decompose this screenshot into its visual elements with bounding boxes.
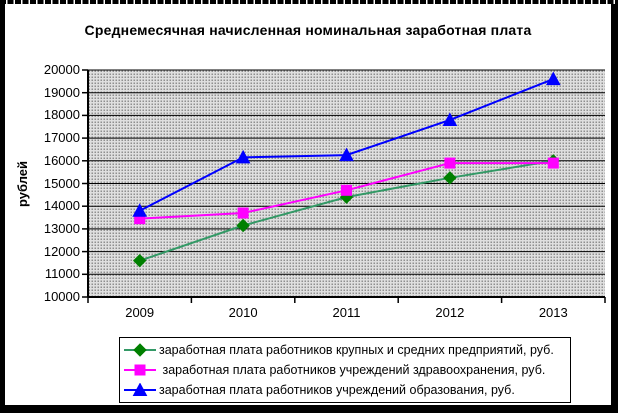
selection-dashes: [0, 0, 618, 4]
y-tick-label: 10000: [43, 289, 80, 304]
legend-label: заработная плата работников крупных и ср…: [159, 343, 554, 357]
y-tick-label: 20000: [43, 62, 80, 77]
legend-square-icon: [124, 364, 156, 376]
y-tick-label: 14000: [43, 198, 80, 214]
legend-item: заработная плата работников учреждений о…: [124, 380, 566, 400]
y-tick-label: 15000: [43, 175, 80, 191]
legend-triangle-icon: [124, 383, 156, 396]
x-tick-label: 2009: [125, 305, 155, 320]
y-tick-label: 11000: [44, 266, 80, 282]
legend-item: заработная плата работников крупных и ср…: [124, 340, 566, 360]
x-tick-label: 2012: [435, 305, 465, 320]
y-tick-label: 12000: [43, 243, 80, 259]
x-tick-label: 2013: [538, 305, 568, 320]
legend-item: заработная плата работников учреждений з…: [124, 360, 566, 380]
legend: заработная плата работников крупных и ср…: [119, 337, 571, 403]
x-tick-label: 2010: [228, 305, 258, 320]
chart-canvas: Среднемесячная начисленная номинальная з…: [5, 4, 611, 405]
legend-label: заработная плата работников учреждений з…: [159, 363, 546, 377]
y-tick-label: 19000: [43, 84, 80, 100]
y-tick-label: 17000: [43, 130, 80, 146]
y-tick-label: 18000: [43, 107, 80, 123]
legend-diamond-icon: [124, 343, 156, 357]
chart-title: Среднемесячная начисленная номинальная з…: [84, 22, 532, 38]
plot-area: [82, 69, 606, 303]
y-tick-label: 13000: [43, 220, 80, 236]
x-tick-label: 2011: [332, 305, 361, 320]
legend-label: заработная плата работников учреждений о…: [159, 383, 515, 397]
y-tick-label: 16000: [43, 152, 80, 168]
